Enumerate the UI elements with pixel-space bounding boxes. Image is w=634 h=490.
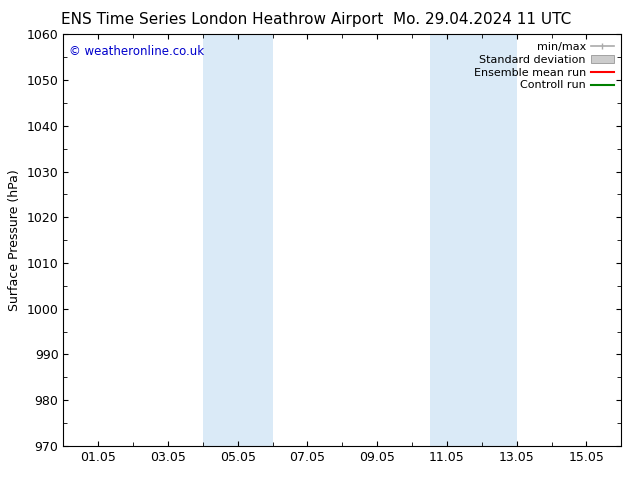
Text: © weatheronline.co.uk: © weatheronline.co.uk <box>69 45 204 58</box>
Y-axis label: Surface Pressure (hPa): Surface Pressure (hPa) <box>8 169 21 311</box>
Text: Mo. 29.04.2024 11 UTC: Mo. 29.04.2024 11 UTC <box>392 12 571 27</box>
Bar <box>203 34 273 446</box>
Bar <box>430 34 517 446</box>
Legend: min/max, Standard deviation, Ensemble mean run, Controll run: min/max, Standard deviation, Ensemble me… <box>469 38 618 95</box>
Text: ENS Time Series London Heathrow Airport: ENS Time Series London Heathrow Airport <box>61 12 383 27</box>
